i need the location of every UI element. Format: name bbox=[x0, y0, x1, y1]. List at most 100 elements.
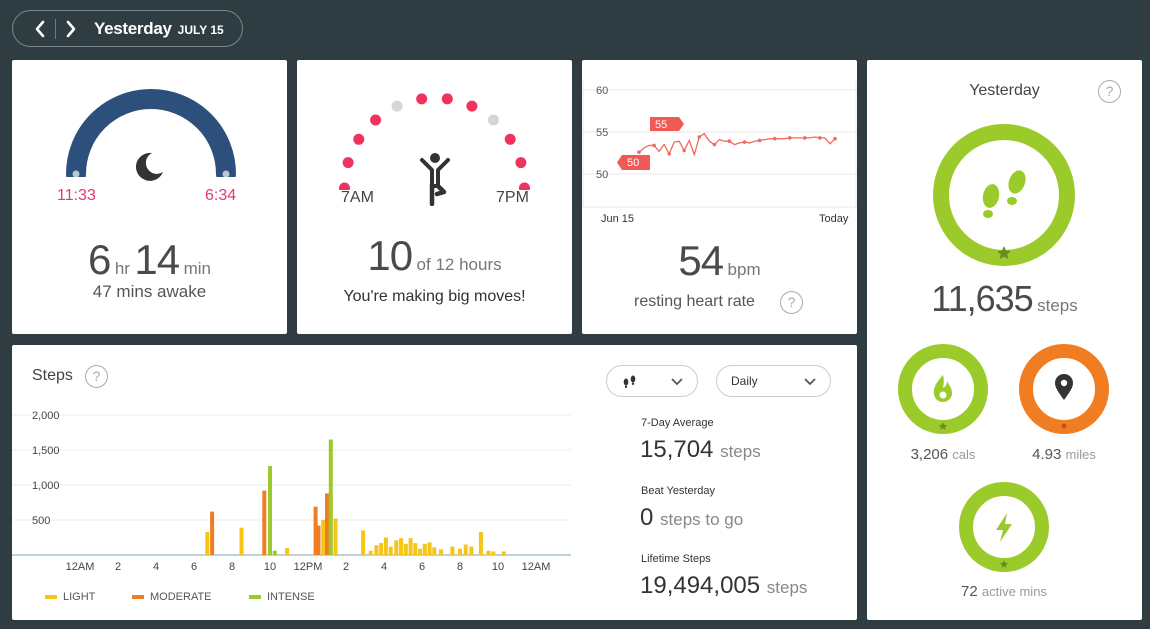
hourly-dots bbox=[339, 93, 530, 190]
location-pin-icon bbox=[1055, 374, 1073, 400]
steps-bar-chart: 2,000 1,500 1,000 500 12AM 2 4 6 8 10 12PM 2 4 6 8 10 12… bbox=[12, 410, 571, 573]
step-bar bbox=[399, 538, 404, 555]
lightning-bolt-icon bbox=[996, 513, 1012, 542]
heart-rate-point bbox=[788, 136, 792, 140]
x-tick-label: 12AM bbox=[522, 561, 551, 573]
hour-dot bbox=[339, 182, 350, 190]
heart-rate-tile[interactable]: 60 55 50 55 50 Jun 15 Today 54 bpm resti… bbox=[582, 60, 857, 334]
goal-star-icon bbox=[938, 422, 948, 430]
step-bar bbox=[268, 466, 272, 555]
sleep-duration: 6 hr 14 min bbox=[88, 236, 211, 283]
y-tick-label: 500 bbox=[32, 515, 50, 527]
step-bar bbox=[463, 544, 468, 555]
sleep-arc bbox=[66, 89, 236, 177]
heart-rate-point bbox=[637, 150, 641, 154]
legend-light: LIGHT bbox=[45, 591, 95, 603]
heart-rate-point bbox=[833, 136, 837, 141]
date-navigator: Yesterday JULY 15 bbox=[12, 10, 243, 47]
legend-intense: INTENSE bbox=[249, 591, 315, 603]
hour-dot bbox=[342, 157, 354, 169]
chevron-left-icon bbox=[35, 20, 45, 37]
chevron-right-icon bbox=[66, 20, 76, 37]
hour-dot bbox=[466, 100, 478, 112]
summary-help-icon[interactable]: ? bbox=[1098, 80, 1121, 103]
step-bar bbox=[374, 545, 379, 555]
hour-dot bbox=[353, 133, 365, 145]
x-tick-label: 2 bbox=[115, 561, 121, 573]
resting-heart-rate: 54 bpm bbox=[678, 237, 761, 284]
next-day-button[interactable] bbox=[56, 14, 86, 44]
heart-rate-point bbox=[682, 148, 686, 153]
step-bar bbox=[379, 543, 384, 555]
hr-x-start: Jun 15 bbox=[601, 213, 634, 225]
step-bar bbox=[333, 518, 338, 555]
steps-chart-card: Steps ? 2,000 1,500 1,000 500 12AM 2 4 6 8 10 12PM… bbox=[12, 345, 857, 620]
x-tick-label: 2 bbox=[343, 561, 349, 573]
beat-yesterday-value: 0 steps to go bbox=[640, 504, 744, 531]
heart-rate-help-icon[interactable]: ? bbox=[780, 291, 803, 314]
previous-day-button[interactable] bbox=[25, 14, 55, 44]
goal-star-icon bbox=[997, 246, 1011, 260]
step-bar bbox=[486, 550, 491, 555]
activity-type-dropdown[interactable] bbox=[606, 365, 698, 397]
x-tick-label: 6 bbox=[419, 561, 425, 573]
sleep-end-time: 6:34 bbox=[205, 187, 237, 204]
heart-rate-point bbox=[742, 140, 747, 144]
step-bar bbox=[313, 506, 318, 555]
step-bar bbox=[388, 546, 393, 555]
summary-title: Yesterday bbox=[969, 82, 1040, 99]
sleep-start-time: 11:33 bbox=[57, 187, 96, 204]
x-tick-label: 6 bbox=[191, 561, 197, 573]
step-bar bbox=[210, 511, 215, 555]
x-tick-label: 4 bbox=[381, 561, 387, 573]
step-bar bbox=[325, 493, 329, 555]
seven-day-average-label: 7-Day Average bbox=[641, 417, 714, 429]
step-bar bbox=[469, 546, 474, 555]
x-tick-label: 12PM bbox=[294, 561, 323, 573]
heart-rate-point bbox=[697, 135, 702, 139]
step-bar bbox=[491, 551, 496, 555]
legend-moderate: MODERATE bbox=[132, 591, 212, 603]
steps-help-icon[interactable]: ? bbox=[85, 365, 108, 388]
legend-swatch bbox=[132, 595, 144, 599]
sleep-awake-text: 47 mins awake bbox=[92, 282, 207, 301]
flame-icon bbox=[933, 375, 952, 402]
hourly-message: You're making big moves! bbox=[343, 288, 526, 305]
step-bar bbox=[316, 525, 321, 555]
yesterday-summary-card: Yesterday ? 11,635 steps 3,206 cals bbox=[867, 60, 1142, 620]
footsteps-icon bbox=[982, 170, 1026, 218]
step-bar bbox=[321, 520, 326, 555]
lifetime-steps-label: Lifetime Steps bbox=[641, 553, 711, 565]
heart-rate-point bbox=[772, 136, 777, 141]
heart-rate-point bbox=[727, 139, 732, 143]
step-bar bbox=[432, 547, 437, 555]
steps-ring[interactable] bbox=[931, 122, 1077, 268]
step-bar bbox=[418, 548, 423, 555]
distance-ring[interactable] bbox=[1017, 342, 1111, 436]
steps-card-title: Steps bbox=[32, 367, 73, 384]
step-bar bbox=[413, 543, 418, 555]
heart-rate-chart: 60 55 50 55 50 Jun 15 Today bbox=[582, 80, 857, 225]
hr-x-end: Today bbox=[819, 213, 849, 225]
step-bar bbox=[408, 538, 413, 555]
step-bar bbox=[450, 546, 455, 555]
y-tick-label: 1,000 bbox=[32, 480, 60, 492]
period-dropdown[interactable]: Daily bbox=[716, 365, 831, 397]
hourly-activity-tile[interactable]: 7AM 7PM 10 of 12 hours You're making big… bbox=[297, 60, 572, 334]
step-bar bbox=[439, 549, 443, 555]
x-tick-label: 12AM bbox=[66, 561, 95, 573]
step-bar bbox=[272, 550, 277, 555]
step-bar bbox=[394, 540, 399, 555]
lifetime-steps-value: 19,494,005 steps bbox=[640, 572, 808, 599]
hour-dot bbox=[504, 133, 516, 145]
heart-rate-point bbox=[652, 143, 656, 148]
date-subtitle: JULY 15 bbox=[177, 23, 224, 37]
heart-rate-line bbox=[638, 132, 836, 157]
active-minutes-ring[interactable] bbox=[957, 480, 1051, 574]
x-tick-label: 4 bbox=[153, 561, 159, 573]
hour-dot bbox=[519, 182, 530, 190]
calories-ring[interactable] bbox=[896, 342, 990, 436]
step-bar bbox=[239, 527, 244, 555]
hr-y-tick: 55 bbox=[596, 127, 608, 139]
sleep-tile[interactable]: 11:33 6:34 6 hr 14 min 47 mins awake bbox=[12, 60, 287, 334]
